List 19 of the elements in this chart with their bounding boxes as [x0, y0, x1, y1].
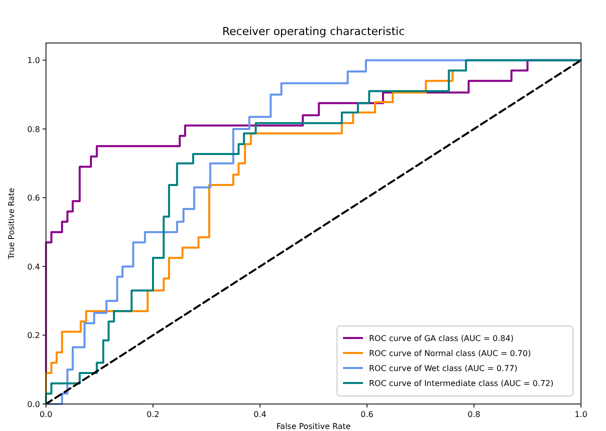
x-tick-label: 0.8 — [468, 410, 480, 419]
y-tick-label: 0.0 — [27, 400, 40, 409]
y-tick-label: 1.0 — [27, 56, 40, 66]
x-tick-label: 0.2 — [146, 410, 160, 419]
x-axis-title: False Positive Rate — [276, 422, 351, 431]
y-axis-title: True Positive Rate — [7, 188, 16, 260]
legend-label: ROC curve of Intermediate class (AUC = 0.72) — [369, 379, 554, 388]
legend-label: ROC curve of GA class (AUC = 0.84) — [369, 334, 514, 343]
x-tick-label: 0.0 — [40, 410, 52, 419]
x-tick-label: 0.6 — [360, 410, 374, 419]
y-tick-label: 0.4 — [27, 262, 40, 272]
y-tick-label: 0.6 — [27, 194, 40, 203]
x-tick-label: 0.4 — [254, 410, 266, 419]
legend-label: ROC curve of Wet class (AUC = 0.77) — [369, 364, 518, 373]
x-tick-label: 1.0 — [574, 410, 588, 419]
chart-title: Receiver operating characteristic — [222, 25, 405, 38]
y-tick-label: 0.8 — [27, 124, 40, 134]
legend-label: ROC curve of Normal class (AUC = 0.70) — [369, 349, 531, 358]
y-tick-label: 0.2 — [27, 331, 40, 340]
